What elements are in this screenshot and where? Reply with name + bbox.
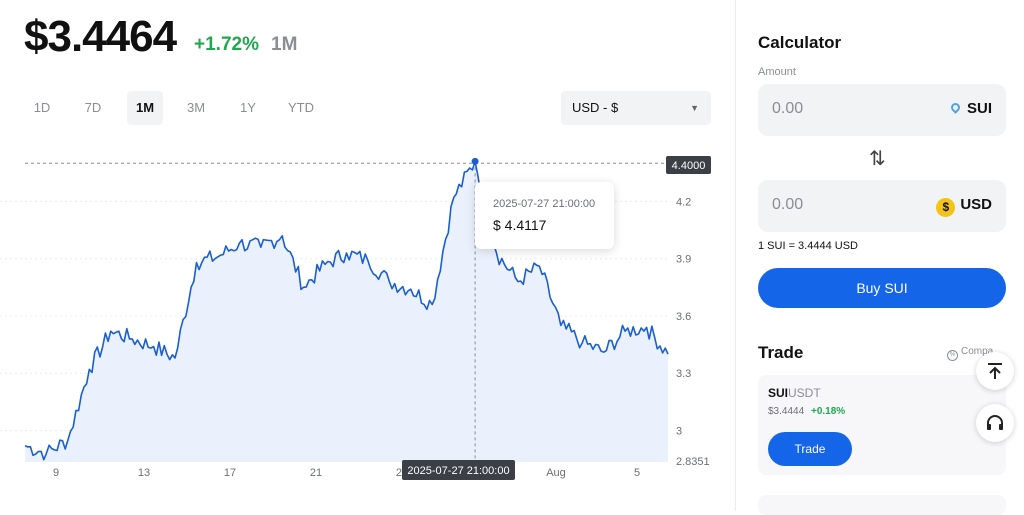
price-area-fill bbox=[25, 161, 668, 463]
hover-point bbox=[471, 157, 479, 165]
sui-amount-value: 0.00 bbox=[772, 100, 804, 117]
trade-pair-card: SUIUSDT $3.4444 +0.18% Trade bbox=[758, 375, 1006, 475]
pair-quote: USDT bbox=[788, 386, 821, 400]
y-tick-label: 3.3 bbox=[676, 368, 691, 380]
compare-icon: % bbox=[947, 350, 958, 361]
trade-pair: SUIUSDT bbox=[768, 386, 821, 400]
sui-amount-field[interactable]: 0.00 SUI bbox=[758, 84, 1006, 136]
caret-down-icon: ▼ bbox=[690, 103, 699, 113]
price-chart[interactable]: 4.23.93.63.332.8351 913172125Aug5 4.4000… bbox=[0, 140, 735, 485]
y-tick-label: 3.9 bbox=[676, 254, 691, 266]
swap-arrows-icon[interactable]: ⇅ bbox=[869, 148, 886, 170]
currency-select-value: USD - $ bbox=[572, 100, 619, 115]
pair-base: SUI bbox=[768, 386, 789, 400]
buy-sui-button[interactable]: Buy SUI bbox=[758, 268, 1006, 308]
usd-amount-value: 0.00 bbox=[772, 196, 804, 213]
y-tick-label: 2.8351 bbox=[676, 456, 710, 468]
usd-currency-label: USD bbox=[960, 196, 992, 213]
x-axis-ticks: 913172125Aug5 bbox=[53, 467, 640, 479]
tab-1d[interactable]: 1D bbox=[33, 100, 51, 115]
tooltip-price: $ 4.4117 bbox=[493, 217, 547, 233]
headset-icon bbox=[987, 415, 1003, 430]
price-change: +1.72% bbox=[194, 34, 259, 55]
tab-1m[interactable]: 1M bbox=[127, 91, 163, 125]
pair-price: $3.4444 bbox=[768, 406, 805, 417]
arrow-up-to-top-icon bbox=[988, 363, 1002, 379]
current-price: $3.4464 bbox=[24, 12, 177, 61]
sui-currency-label: SUI bbox=[966, 100, 992, 117]
x-tick-label: 5 bbox=[634, 467, 640, 479]
y-crosshair-label: 4.4000 bbox=[666, 156, 711, 174]
x-tick-label: 17 bbox=[224, 467, 236, 479]
panel-divider bbox=[735, 0, 736, 511]
chart-tooltip: 2025-07-27 21:00:00 $ 4.4117 bbox=[475, 182, 614, 249]
tab-3m[interactable]: 3M bbox=[186, 100, 206, 115]
x-tick-label: 9 bbox=[53, 467, 59, 479]
trade-button[interactable]: Trade bbox=[768, 432, 852, 466]
price-line bbox=[24, 160, 669, 461]
calculator-title: Calculator bbox=[758, 33, 842, 52]
sui-currency[interactable]: SUI bbox=[949, 100, 992, 117]
price-panel: $3.4464 +1.72% 1M 1D 7D 1M 3M 1Y YTD USD… bbox=[0, 12, 735, 485]
compare-label: Compa bbox=[961, 346, 994, 357]
tab-1y[interactable]: 1Y bbox=[240, 100, 256, 115]
x-crosshair-label-bg bbox=[402, 460, 515, 480]
x-tick-label: 21 bbox=[310, 467, 322, 479]
usd-coin-icon: $ bbox=[936, 198, 956, 217]
x-tick-label: Aug bbox=[546, 467, 566, 479]
tab-ytd[interactable]: YTD bbox=[288, 100, 314, 115]
tab-7d[interactable]: 7D bbox=[84, 100, 102, 115]
y-tick-label: 4.2 bbox=[676, 196, 691, 208]
y-crosshair-label-bg bbox=[666, 156, 711, 174]
usd-amount-field[interactable]: 0.00 $ USD bbox=[758, 180, 1006, 232]
trade-title: Trade bbox=[758, 343, 804, 362]
exchange-rate: 1 SUI = 3.4444 USD bbox=[758, 240, 858, 252]
x-crosshair-value: 2025-07-27 21:00:00 bbox=[407, 465, 509, 477]
usd-currency[interactable]: $ USD bbox=[936, 196, 992, 217]
y-tick-label: 3 bbox=[676, 426, 682, 438]
currency-select[interactable]: USD - $ ▼ bbox=[561, 91, 711, 125]
side-panel: Calculator Amount 0.00 SUI ⇅ 0.00 $ USD 1… bbox=[736, 0, 1024, 515]
trade-pair-card-next bbox=[758, 495, 1006, 515]
pair-change: +0.18% bbox=[811, 406, 846, 417]
x-tick-label: 13 bbox=[138, 467, 150, 479]
change-period: 1M bbox=[271, 34, 298, 55]
y-crosshair-value: 4.4000 bbox=[672, 160, 706, 172]
tooltip-time: 2025-07-27 21:00:00 bbox=[493, 198, 596, 210]
x-crosshair-label: 2025-07-27 21:00:00 bbox=[402, 460, 515, 480]
sui-logo-icon bbox=[949, 101, 962, 114]
y-tick-label: 3.6 bbox=[676, 311, 691, 323]
compare-link[interactable]: % Compa bbox=[947, 346, 993, 361]
support-button[interactable] bbox=[976, 404, 1014, 442]
amount-label: Amount bbox=[758, 66, 796, 78]
y-axis-ticks: 4.2 3.9 3.6 3.3 3 2.8351 bbox=[676, 196, 710, 468]
back-to-top-button[interactable] bbox=[976, 352, 1014, 390]
